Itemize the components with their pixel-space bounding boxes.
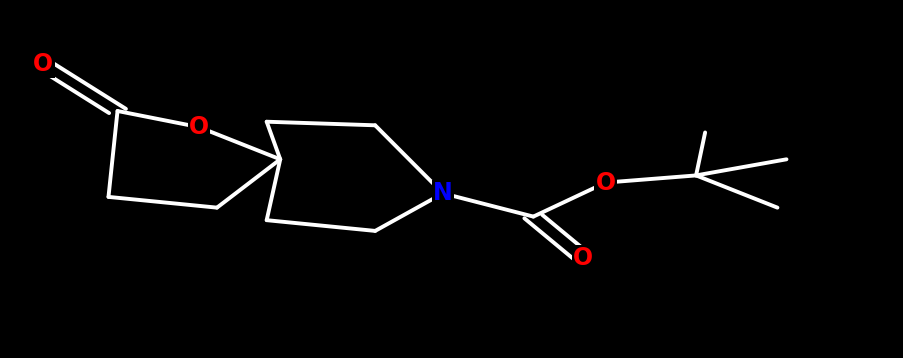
Text: N: N <box>433 181 452 205</box>
Text: O: O <box>33 52 53 77</box>
Text: O: O <box>573 246 592 270</box>
Text: O: O <box>595 170 615 195</box>
Text: O: O <box>189 115 209 139</box>
